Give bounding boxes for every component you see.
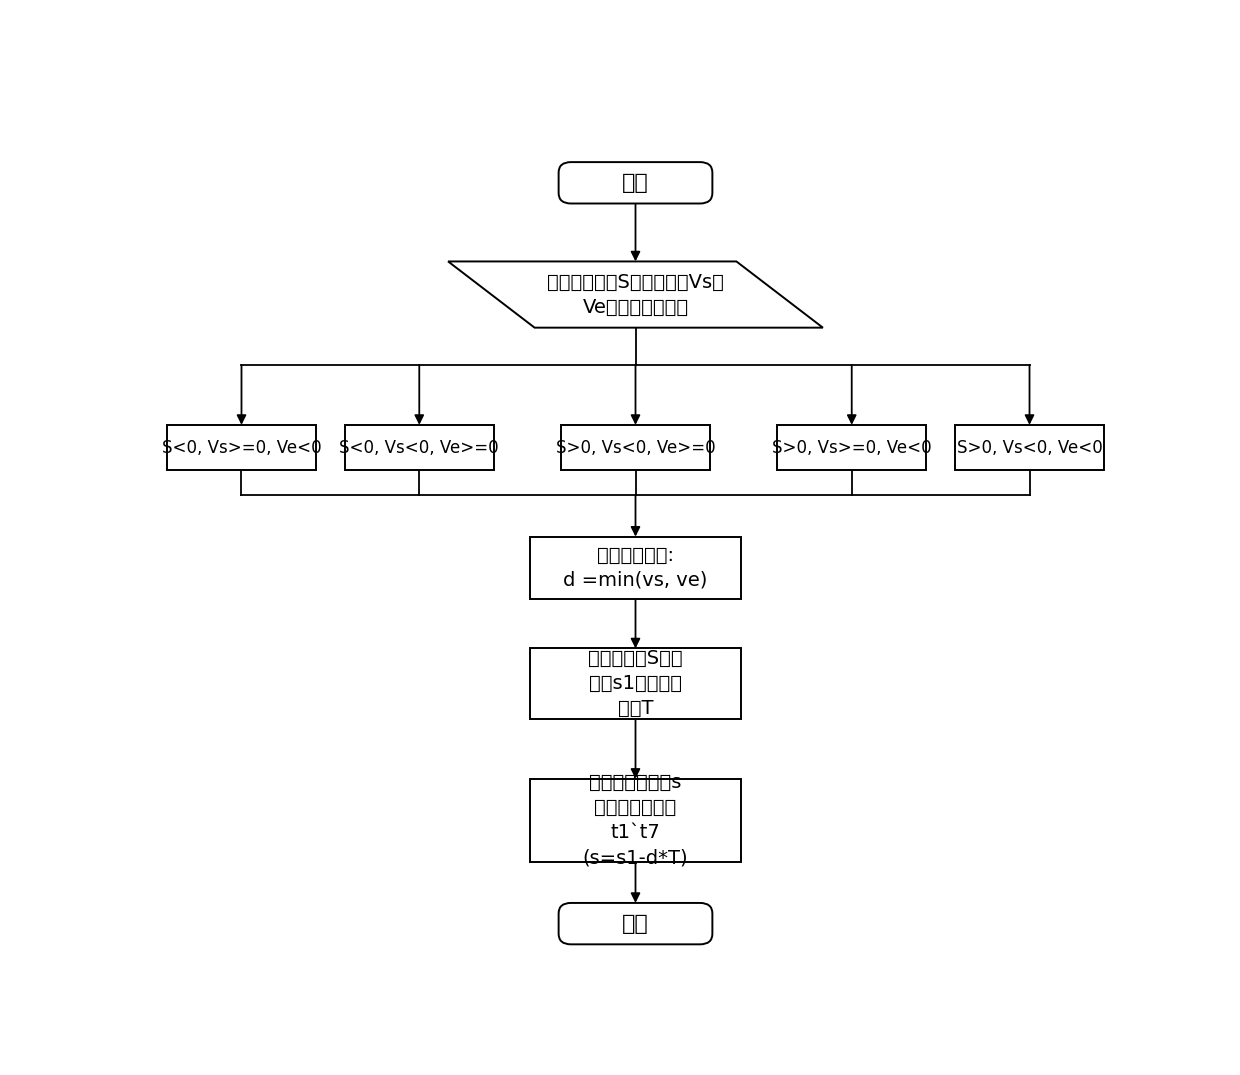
Bar bbox=[560, 425, 711, 471]
Bar bbox=[777, 425, 926, 471]
Text: 开始: 开始 bbox=[622, 173, 649, 192]
Text: 计算降轴后S曲线
面积s1和规划的
时间T: 计算降轴后S曲线 面积s1和规划的 时间T bbox=[588, 649, 683, 718]
Text: S>0, Vs>=0, Ve<0: S>0, Vs>=0, Ve<0 bbox=[773, 439, 931, 457]
Bar bbox=[529, 648, 742, 719]
FancyBboxPatch shape bbox=[558, 162, 712, 203]
Text: 结束: 结束 bbox=[622, 914, 649, 934]
FancyBboxPatch shape bbox=[558, 903, 712, 944]
Text: 计算满足总位移s
要求的各段时间
t1`t7
(s=s1-d*T): 计算满足总位移s 要求的各段时间 t1`t7 (s=s1-d*T) bbox=[583, 773, 688, 868]
Text: 获取运动位移S、始末速度Vs、
Ve、运动参数限制: 获取运动位移S、始末速度Vs、 Ve、运动参数限制 bbox=[547, 273, 724, 316]
Text: S<0, Vs>=0, Ve<0: S<0, Vs>=0, Ve<0 bbox=[161, 439, 321, 457]
Text: S>0, Vs<0, Ve<0: S>0, Vs<0, Ve<0 bbox=[956, 439, 1102, 457]
Bar bbox=[345, 425, 494, 471]
Bar bbox=[529, 778, 742, 861]
Polygon shape bbox=[448, 261, 823, 328]
Text: S<0, Vs<0, Ve>=0: S<0, Vs<0, Ve>=0 bbox=[340, 439, 498, 457]
Text: S>0, Vs<0, Ve>=0: S>0, Vs<0, Ve>=0 bbox=[556, 439, 715, 457]
Bar bbox=[955, 425, 1104, 471]
Bar bbox=[529, 536, 742, 599]
Text: 计算降轴距离:
d =min(vs, ve): 计算降轴距离: d =min(vs, ve) bbox=[563, 546, 708, 590]
Bar bbox=[167, 425, 316, 471]
